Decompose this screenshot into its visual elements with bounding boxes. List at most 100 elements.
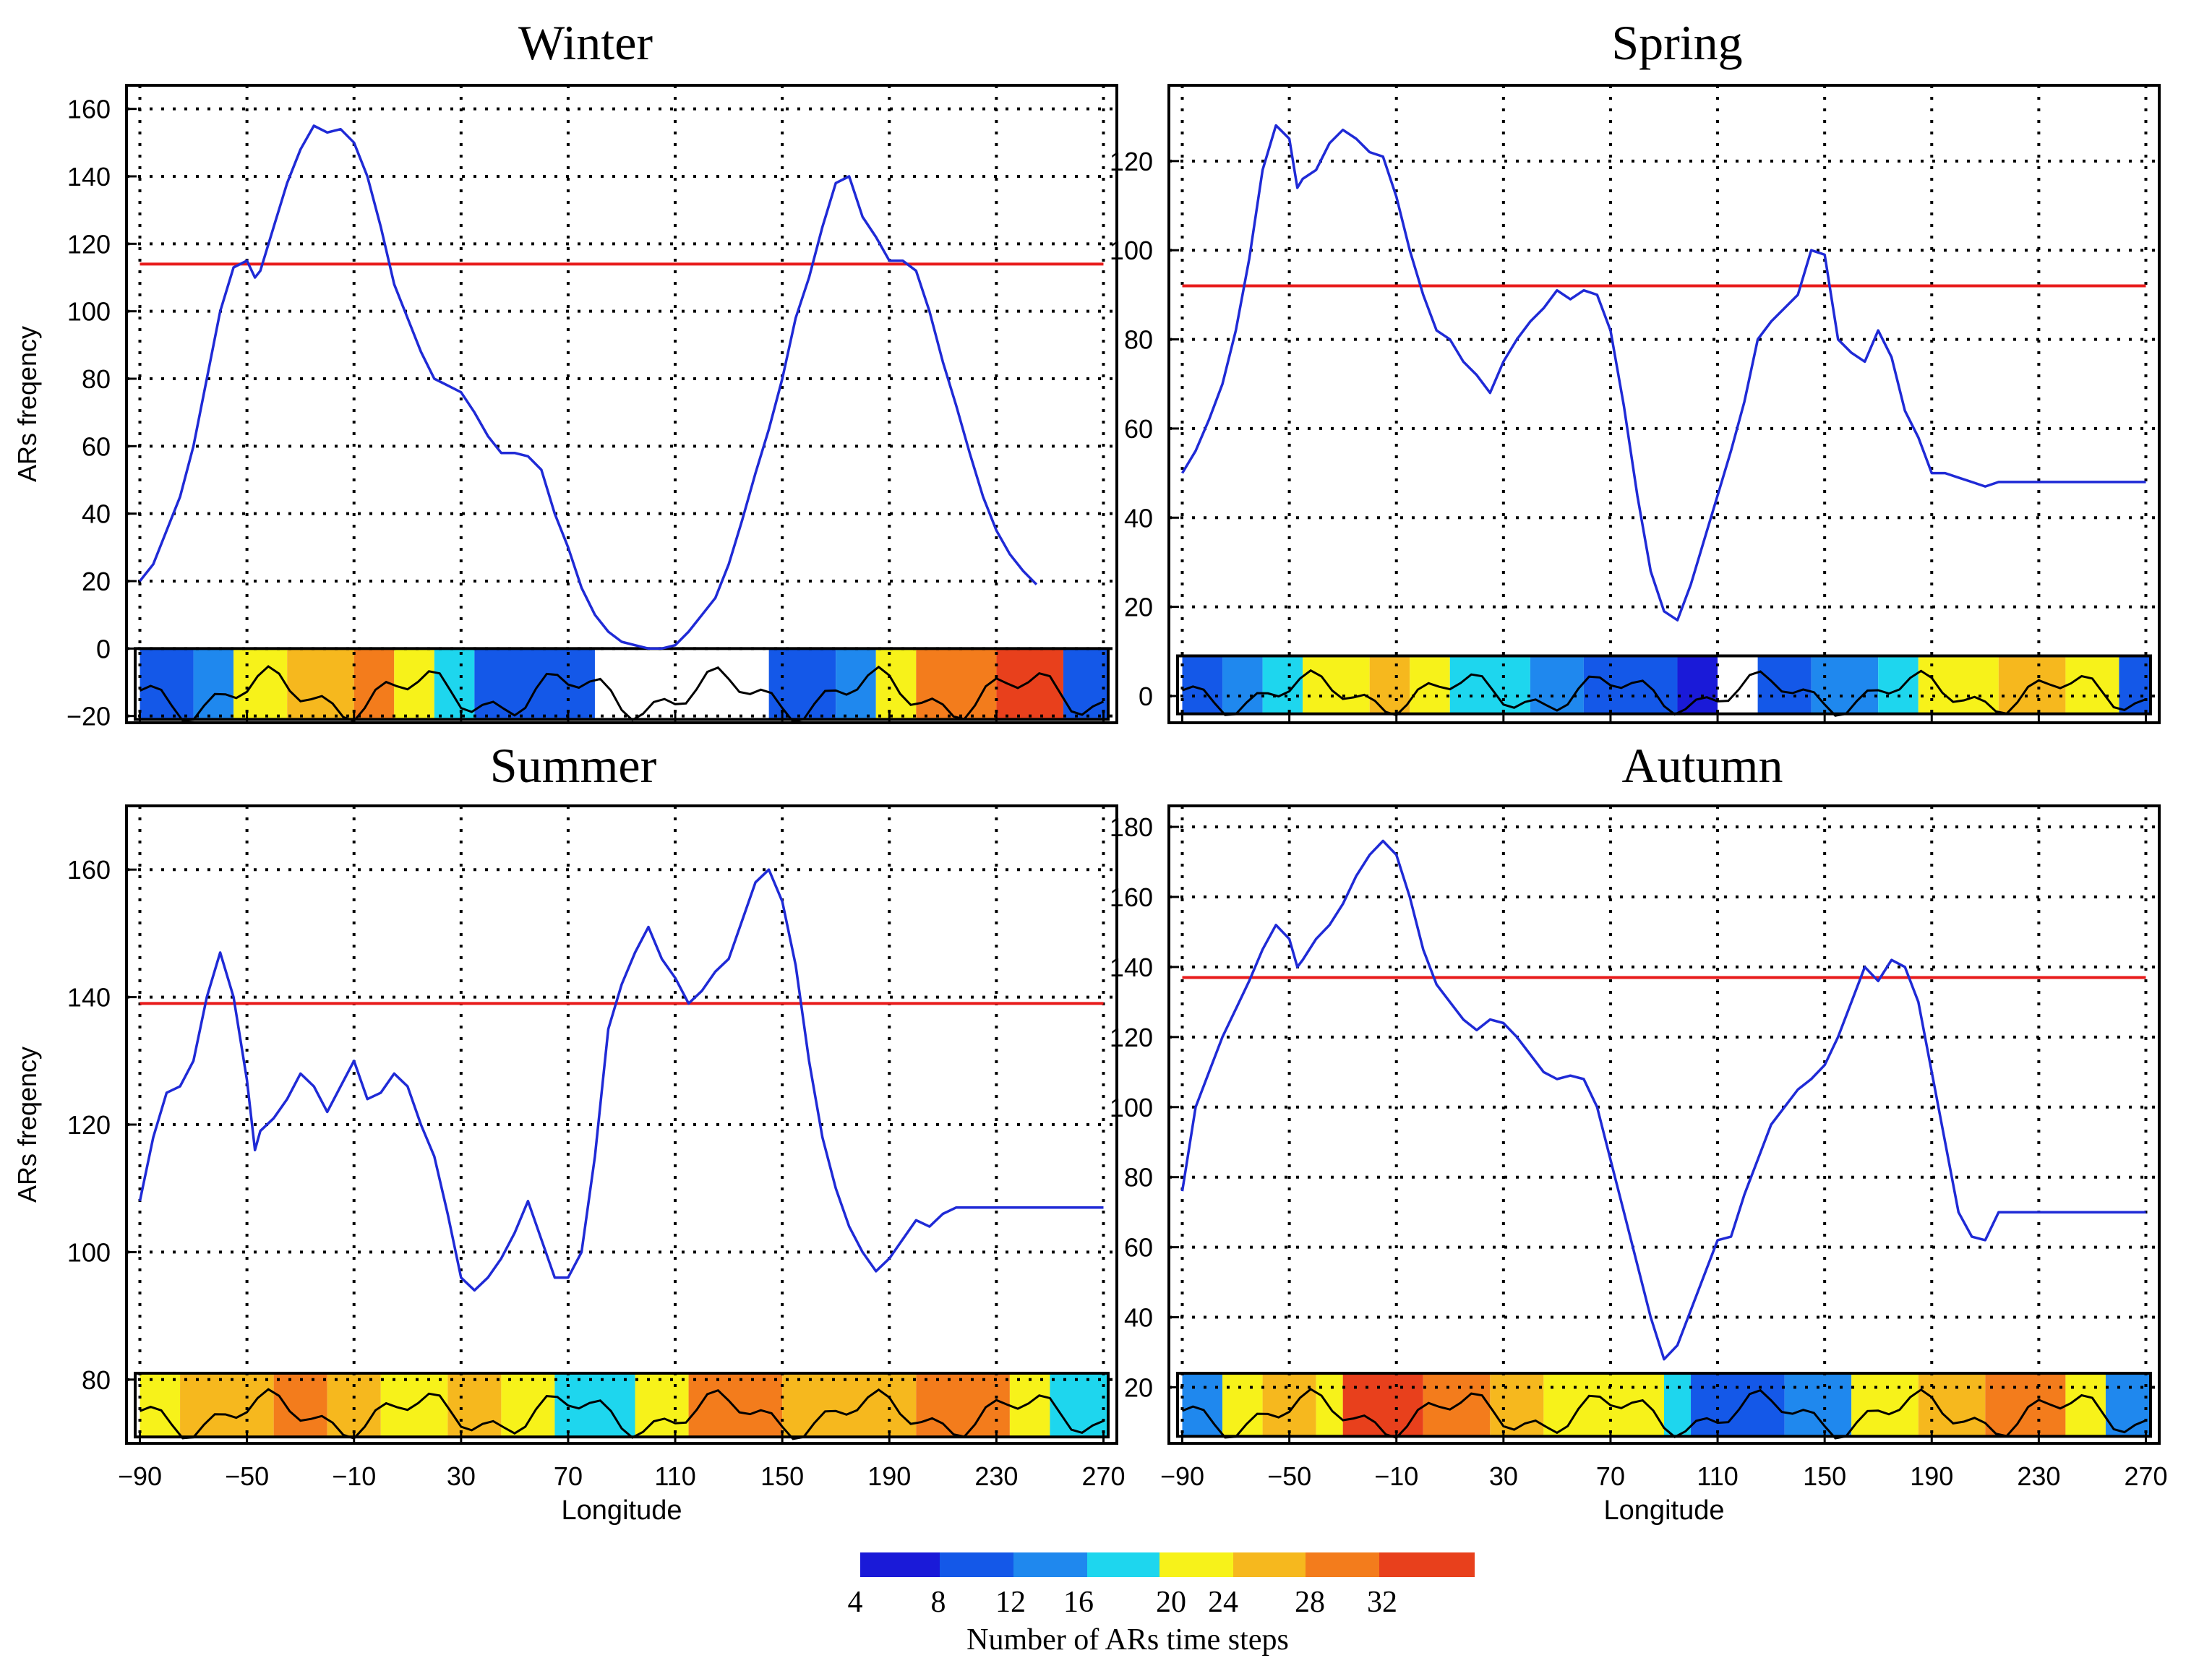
y-tick-label: 40 <box>1124 503 1153 533</box>
panel-title: Autumn <box>1622 738 1783 793</box>
map-strip-segment <box>1691 1373 1785 1437</box>
plot-frame <box>125 804 1118 1445</box>
colorbar-tick-label: 16 <box>1063 1586 1094 1619</box>
y-tick-label: 40 <box>82 499 111 529</box>
colorbar-swatch <box>1306 1552 1379 1577</box>
x-tick-label: 70 <box>554 1461 583 1491</box>
colorbar-swatch <box>860 1552 940 1577</box>
colorbar-swatch <box>1159 1552 1233 1577</box>
map-strip-segment <box>594 648 769 720</box>
map-strip <box>1176 654 2152 717</box>
coastline <box>1181 1388 2147 1440</box>
y-tick-label: 100 <box>67 297 111 327</box>
colorbar-tick-label: 32 <box>1367 1586 1397 1619</box>
y-tick-label: 100 <box>67 1237 111 1267</box>
y-tick-label: 80 <box>82 1365 111 1395</box>
y-tick-label: 160 <box>1110 882 1153 912</box>
y-tick-label: 180 <box>1110 812 1153 842</box>
frequency-line <box>139 124 1038 650</box>
map-strip-segment <box>287 648 354 720</box>
y-tick-label: 20 <box>1124 1373 1153 1402</box>
panel-summer: Summer ARs freqency Longitude 80 100 120 14… <box>12 738 1126 1526</box>
map-strip-segment <box>501 1373 555 1438</box>
x-tick-label: −90 <box>1160 1461 1204 1491</box>
x-tick-label: −10 <box>1374 1461 1418 1491</box>
map-strip-segment <box>1262 1373 1316 1437</box>
map-strip-segment <box>1811 656 1879 714</box>
map-strip-segment <box>1303 656 1370 714</box>
y-axis-label: ARs freqency <box>12 1047 42 1203</box>
map-strip-segment <box>447 1373 502 1438</box>
x-tick-label: 150 <box>1803 1461 1846 1491</box>
frequency-line <box>138 868 1104 1292</box>
plot-frame <box>1167 804 2161 1445</box>
y-tick-label: 160 <box>67 95 111 124</box>
map-strip-frame <box>134 1371 1110 1439</box>
coastline <box>139 1388 1105 1440</box>
panel-title: Spring <box>1611 15 1742 70</box>
map-strip-segment <box>1369 656 1410 714</box>
map-strip-segment <box>635 1373 689 1438</box>
colorbar-tick-label: 4 <box>848 1586 863 1619</box>
map-strip-segment <box>1009 1373 1050 1438</box>
y-tick-label: 60 <box>1124 414 1153 444</box>
map-strip-segment <box>327 1373 381 1438</box>
y-axis-label: ARs freqency <box>12 326 42 482</box>
map-strip-segment <box>1342 1373 1423 1437</box>
grid <box>127 806 1117 1443</box>
map-strip-segment <box>1851 1373 1919 1437</box>
ticks: 80 100 120 140 160 −90 −50 −10 30 70 110 150 190 230 2… <box>67 855 1126 1491</box>
x-axis-label: Longitude <box>1604 1495 1725 1526</box>
map-strip-segment <box>782 1373 917 1438</box>
x-tick-label: −50 <box>225 1461 269 1491</box>
y-tick-label: 120 <box>1110 147 1153 176</box>
map-strip-segment <box>1222 656 1263 714</box>
colorbar-swatch <box>1233 1552 1306 1577</box>
y-tick-label: 80 <box>82 364 111 394</box>
map-strip <box>134 647 1110 723</box>
colorbar-tick-label: 20 <box>1156 1586 1186 1619</box>
colorbar-tick-label: 8 <box>931 1586 946 1619</box>
map-strip <box>1176 1372 2152 1440</box>
y-tick-label: 100 <box>1110 1093 1153 1122</box>
y-tick-label: 60 <box>1124 1233 1153 1263</box>
x-axis-label: Longitude <box>562 1495 682 1526</box>
grid <box>127 85 1117 723</box>
panel-title: Winter <box>518 15 653 70</box>
colorbar-swatch <box>1087 1552 1159 1577</box>
plot-frame <box>1167 84 2161 724</box>
map-strip-segment <box>836 648 876 720</box>
x-tick-label: 70 <box>1596 1461 1625 1491</box>
y-tick-label: 140 <box>1110 953 1153 982</box>
map-strip-segment <box>1718 656 1758 714</box>
map-strip-segment <box>916 648 997 720</box>
colorbar-tick-label: 12 <box>995 1586 1026 1619</box>
y-tick-label: 120 <box>1110 1023 1153 1052</box>
coastline <box>139 665 1105 723</box>
map-strip-segment <box>1449 656 1530 714</box>
x-tick-label: 190 <box>1910 1461 1953 1491</box>
frequency-line <box>1180 839 2146 1361</box>
map-strip-segment <box>1784 1373 1852 1437</box>
map-strip-segment <box>1543 1373 1664 1437</box>
map-strip-segment <box>1050 1373 1108 1438</box>
map-strip <box>134 1371 1110 1440</box>
y-tick-label: 100 <box>1110 236 1153 265</box>
colorbar-swatch <box>1379 1552 1475 1577</box>
panel-spring: Spring 0 20 40 60 80 100 120 <box>1110 15 2161 724</box>
map-strip-segment <box>1757 656 1812 714</box>
x-tick-label: 270 <box>2124 1461 2167 1491</box>
y-tick-label: 80 <box>1124 325 1153 355</box>
ticks: −20 0 20 40 60 80 100 120 140 160 <box>67 95 1105 731</box>
map-strip-segment <box>2065 1373 2106 1437</box>
y-tick-label: 60 <box>82 431 111 461</box>
map-strip-frame <box>134 647 1110 721</box>
ticks: 20 40 60 80 100 120 140 160 180 −90 −50 −10 30 70 110 1… <box>1110 812 2168 1491</box>
y-tick-label: −20 <box>67 702 111 731</box>
map-strip-segment <box>273 1373 327 1438</box>
y-tick-label: 140 <box>67 162 111 192</box>
x-tick-label: 150 <box>760 1461 804 1491</box>
colorbar: Number of ARs time steps 4 8 12 16 20 24 28 32 <box>848 1552 1475 1657</box>
colorbar-tick-label: 28 <box>1295 1586 1325 1619</box>
x-tick-label: 30 <box>1489 1461 1518 1491</box>
